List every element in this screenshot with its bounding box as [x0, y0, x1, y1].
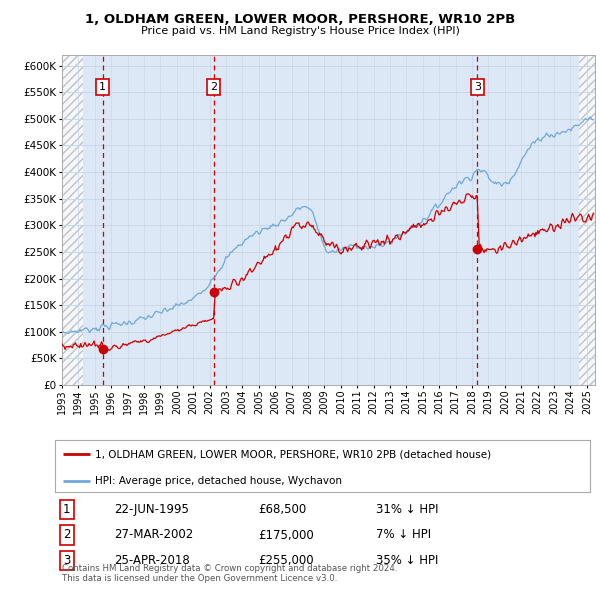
Text: £255,000: £255,000	[259, 554, 314, 567]
Text: £175,000: £175,000	[259, 529, 314, 542]
Bar	[62, 55, 83, 385]
Text: 2: 2	[210, 82, 217, 92]
Text: 7% ↓ HPI: 7% ↓ HPI	[376, 529, 431, 542]
Text: 1, OLDHAM GREEN, LOWER MOOR, PERSHORE, WR10 2PB (detached house): 1, OLDHAM GREEN, LOWER MOOR, PERSHORE, W…	[95, 449, 491, 459]
Text: 27-MAR-2002: 27-MAR-2002	[114, 529, 193, 542]
Text: 35% ↓ HPI: 35% ↓ HPI	[376, 554, 439, 567]
Text: 22-JUN-1995: 22-JUN-1995	[114, 503, 189, 516]
Text: 1: 1	[63, 503, 71, 516]
Text: Contains HM Land Registry data © Crown copyright and database right 2024.
This d: Contains HM Land Registry data © Crown c…	[62, 563, 398, 583]
Text: 31% ↓ HPI: 31% ↓ HPI	[376, 503, 439, 516]
Text: 25-APR-2018: 25-APR-2018	[114, 554, 190, 567]
Text: Price paid vs. HM Land Registry's House Price Index (HPI): Price paid vs. HM Land Registry's House …	[140, 26, 460, 36]
Text: 3: 3	[63, 554, 70, 567]
Text: 2: 2	[63, 529, 71, 542]
Text: 3: 3	[474, 82, 481, 92]
Text: 1, OLDHAM GREEN, LOWER MOOR, PERSHORE, WR10 2PB: 1, OLDHAM GREEN, LOWER MOOR, PERSHORE, W…	[85, 13, 515, 26]
Text: HPI: Average price, detached house, Wychavon: HPI: Average price, detached house, Wych…	[95, 476, 342, 486]
Text: 1: 1	[99, 82, 106, 92]
Text: £68,500: £68,500	[259, 503, 307, 516]
Bar	[578, 55, 595, 385]
